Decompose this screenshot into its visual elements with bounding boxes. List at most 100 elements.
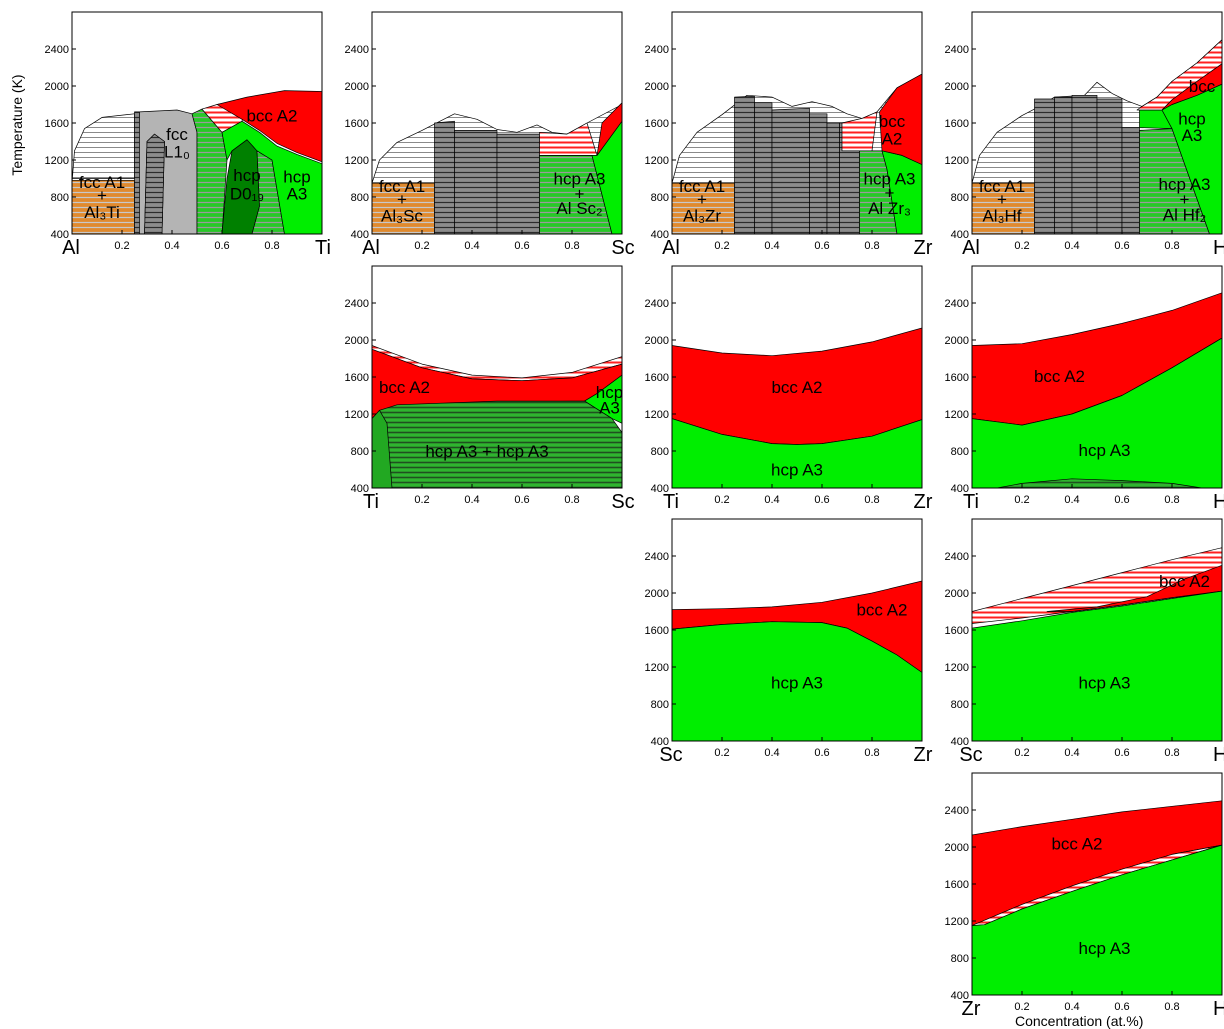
x-tick-label: 0.6: [814, 240, 829, 252]
x-tick-label: 0.4: [1064, 747, 1079, 759]
x-tick-label: 0.2: [1014, 240, 1029, 252]
phase-label: +: [575, 184, 585, 203]
phase-label: +: [97, 186, 107, 205]
x-tick-label: 0.4: [164, 240, 179, 252]
right-element-label: Hf: [1213, 237, 1224, 259]
x-tick-label: 0.2: [414, 494, 429, 506]
x-axis-title: Concentration (at.%): [1015, 1013, 1144, 1029]
x-tick-label: 0.6: [1114, 1001, 1129, 1013]
y-tick-label: 2000: [45, 81, 69, 93]
y-tick-label: 1200: [645, 155, 669, 167]
phase-label: bcc A2: [856, 601, 907, 620]
phase-region-gray-hatch: [496, 133, 540, 234]
y-tick-label: 800: [951, 192, 969, 204]
phase-region-gray-hatch: [434, 120, 455, 234]
phase-region-gray-hatch: [1071, 94, 1098, 234]
phase-label: bcc A2: [1159, 572, 1210, 591]
right-element-label: Sc: [611, 491, 634, 513]
phase-label: D0₁₉: [230, 184, 264, 203]
phase-region-gray-hatch: [1121, 127, 1140, 234]
phase-region-bcc-hatch: [539, 122, 598, 156]
phase-label: +: [397, 190, 407, 209]
x-tick-label: 0.4: [1064, 240, 1079, 252]
phase-label: A3: [599, 399, 620, 418]
phase-region-liquid-hatch: [72, 113, 135, 184]
phase-label: Al₃Ti: [84, 203, 120, 222]
phase-region-hcp: [672, 621, 922, 741]
x-tick-label: 0.8: [864, 240, 879, 252]
phase-region-bcc: [596, 102, 622, 156]
y-tick-label: 1600: [645, 625, 669, 637]
phase-label: +: [1180, 190, 1190, 209]
y-tick-label: 400: [51, 229, 69, 241]
phase-label: hcp A3: [771, 674, 823, 693]
left-element-label: Al: [962, 237, 980, 259]
y-tick-label: 1600: [945, 118, 969, 130]
y-tick-label: 1200: [345, 155, 369, 167]
y-tick-label: 1200: [945, 662, 969, 674]
y-tick-label: 400: [351, 229, 369, 241]
phase-region-bcc: [1161, 63, 1222, 111]
y-tick-label: 2000: [345, 81, 369, 93]
y-tick-label: 2400: [345, 298, 369, 310]
phase-label: L1₀: [164, 143, 190, 162]
x-tick-label: 0.8: [1164, 747, 1179, 759]
right-element-label: Ti: [315, 237, 331, 259]
phase-label: bcc A2: [771, 378, 822, 397]
y-tick-label: 2400: [945, 551, 969, 563]
phase-region-bcc: [216, 90, 322, 163]
y-tick-label: 800: [51, 192, 69, 204]
y-tick-label: 800: [951, 953, 969, 965]
phase-label: hcp A3 + hcp A3: [425, 442, 548, 461]
phase-region-gray-hatch: [734, 95, 755, 234]
right-element-label: Sc: [611, 237, 634, 259]
phase-label: Al Zr₃: [868, 199, 911, 218]
phase-label: A2: [882, 130, 903, 149]
y-tick-label: 2000: [945, 335, 969, 347]
phase-region-hcp: [972, 590, 1222, 741]
phase-label: fcc A1: [79, 173, 125, 192]
phase-label: fcc A1: [679, 177, 725, 196]
panel-ti-sc: 400 800 1200 1600 2000 2400 0.2 0.4 0.6 0.8 Ti Sc bc…: [345, 265, 635, 513]
x-tick-label: 0.4: [464, 240, 479, 252]
x-tick-label: 0.8: [1164, 240, 1179, 252]
left-element-label: Ti: [663, 491, 679, 513]
phase-label: hcp A3: [1079, 939, 1131, 958]
phase-label: fcc: [166, 125, 188, 144]
phase-region-gray-hatch: [1096, 98, 1123, 234]
phase-label: +: [997, 190, 1007, 209]
x-tick-label: 0.8: [1164, 1001, 1179, 1013]
x-tick-label: 0.4: [1064, 494, 1079, 506]
left-element-label: Sc: [959, 744, 982, 766]
y-tick-label: 2000: [345, 335, 369, 347]
x-tick-label: 0.6: [514, 494, 529, 506]
y-tick-label: 400: [951, 483, 969, 495]
y-tick-label: 1200: [945, 155, 969, 167]
phase-label: hcp: [283, 168, 310, 187]
phase-label: Al₃Sc: [381, 207, 423, 226]
phase-region-gray-hatch: [1034, 98, 1055, 234]
y-tick-label: 800: [651, 192, 669, 204]
phase-label: bcc A2: [379, 378, 430, 397]
y-tick-label: 2000: [645, 588, 669, 600]
y-tick-label: 400: [951, 990, 969, 1002]
y-tick-label: 1200: [945, 916, 969, 928]
x-tick-label: 0.6: [214, 240, 229, 252]
x-tick-label: 0.4: [1064, 1001, 1079, 1013]
phase-region-bcc-hatch: [972, 547, 1222, 624]
panel-zr-hf: 400 800 1200 1600 2000 2400 0.2 0.4 0.6 0.8 Zr Hf bc…: [945, 772, 1224, 1020]
y-tick-label: 1600: [945, 625, 969, 637]
phase-region-hcp-dark-hatch: [372, 400, 622, 488]
phase-label: hcp: [233, 166, 260, 185]
phase-region-gray-hatch: [1054, 96, 1073, 234]
phase-label: A3: [1182, 126, 1203, 145]
x-tick-label: 0.2: [714, 747, 729, 759]
x-tick-label: 0.2: [1014, 1001, 1029, 1013]
x-tick-label: 0.6: [814, 494, 829, 506]
phase-label: hcp: [1178, 109, 1205, 128]
y-tick-label: 400: [651, 229, 669, 241]
x-tick-label: 0.2: [714, 494, 729, 506]
x-tick-label: 0.2: [1014, 747, 1029, 759]
y-tick-label: 2000: [645, 335, 669, 347]
